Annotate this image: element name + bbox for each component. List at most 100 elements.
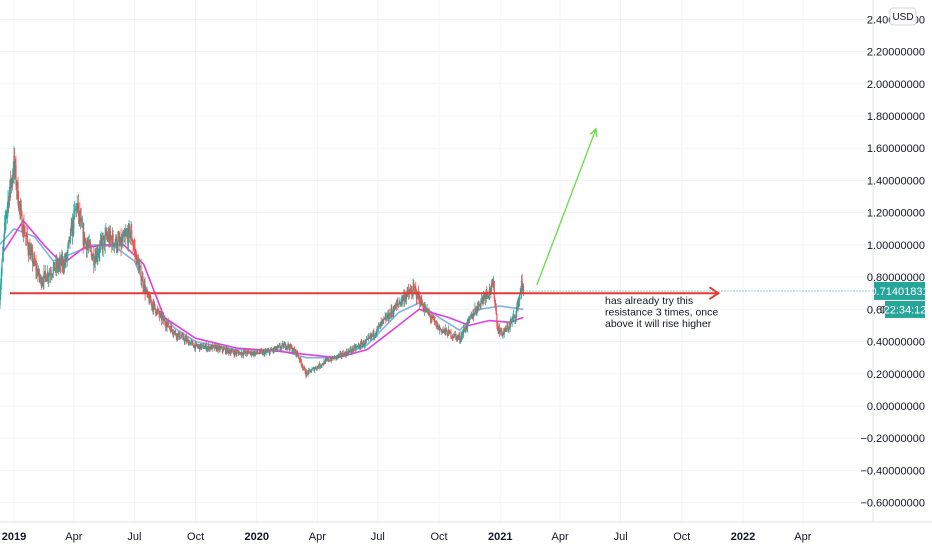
candle-body xyxy=(5,215,7,220)
candle-body xyxy=(343,355,345,357)
candle-body xyxy=(325,359,327,361)
candle-body xyxy=(398,303,400,305)
candle-body xyxy=(45,280,48,282)
candle-body xyxy=(431,318,433,320)
candle-body xyxy=(32,251,34,264)
candle-body xyxy=(214,345,216,349)
candle-body xyxy=(337,354,339,357)
candle-body xyxy=(14,164,16,170)
candle-body xyxy=(291,346,293,352)
candle-body xyxy=(81,220,83,227)
candle-body xyxy=(477,305,479,311)
target-arrow[interactable] xyxy=(536,128,597,286)
candle-body xyxy=(69,236,71,242)
time-axis[interactable]: 2019 Apr Jul Oct 2020 Apr Jul Oct 2021 Apr Jul Oct 2… xyxy=(2,531,812,543)
x-tick-label: Apr xyxy=(65,531,82,543)
candle-body xyxy=(420,298,422,306)
candle-body xyxy=(160,313,162,315)
candle-body xyxy=(347,351,350,355)
candle-body xyxy=(295,349,297,355)
candle-body xyxy=(298,356,300,359)
candle-body xyxy=(327,358,329,360)
candle-body xyxy=(220,347,223,348)
x-tick-label: 2022 xyxy=(731,531,755,543)
candle-body xyxy=(51,274,54,276)
candle-body xyxy=(373,335,376,337)
candle-body xyxy=(193,345,195,348)
candle-body xyxy=(496,314,498,326)
candle-body xyxy=(177,333,179,338)
candle-body xyxy=(233,352,235,355)
candle-body xyxy=(522,285,525,292)
x-tick-label: Jul xyxy=(127,531,141,543)
candle-body xyxy=(116,247,118,249)
candle-body xyxy=(159,313,161,317)
candle-body xyxy=(369,334,372,338)
annotation-note-line[interactable]: has already try this xyxy=(605,295,693,307)
candle-body xyxy=(180,336,182,339)
candle-body xyxy=(285,348,287,349)
candle-body xyxy=(433,317,435,320)
candle-body xyxy=(187,339,189,345)
candle-body xyxy=(73,210,75,229)
candle-body xyxy=(517,301,519,307)
candle-body xyxy=(296,351,298,355)
y-tick-label: 1.20000000 xyxy=(867,208,925,220)
candle-body xyxy=(231,349,233,351)
candle-body xyxy=(127,226,130,244)
candle-body xyxy=(222,350,224,352)
candle-body xyxy=(350,351,352,353)
annotation-note-line[interactable]: resistance 3 times, once xyxy=(605,307,718,319)
candle-body xyxy=(182,335,184,336)
candle-body xyxy=(348,350,350,352)
candle-body xyxy=(353,346,355,350)
candle-body xyxy=(178,332,180,334)
candle-body xyxy=(169,326,171,328)
candle-body xyxy=(113,243,116,247)
candle-body xyxy=(133,246,135,248)
candle-body xyxy=(59,259,61,263)
candle-body xyxy=(172,332,174,334)
candle-body xyxy=(443,329,445,330)
candle-body xyxy=(266,352,268,353)
candle-body xyxy=(393,310,395,314)
candle-body xyxy=(20,208,22,210)
candle-body xyxy=(356,346,358,347)
candle-body xyxy=(256,350,259,353)
candle-body xyxy=(302,365,304,369)
candle-body xyxy=(504,327,507,330)
candle-body xyxy=(26,234,28,236)
candle-body xyxy=(365,339,368,342)
candle-body xyxy=(292,348,294,351)
candle-body xyxy=(505,329,507,332)
candle-body xyxy=(85,239,87,243)
candle-body xyxy=(300,358,302,362)
annotation-note-line[interactable]: above it will rise higher xyxy=(605,318,712,330)
candle-body xyxy=(412,285,414,296)
candle-body xyxy=(467,320,469,328)
candle-body xyxy=(407,290,409,292)
candle-body xyxy=(369,337,371,338)
candle-body xyxy=(54,268,56,271)
candle-body xyxy=(368,336,370,338)
candle-body xyxy=(518,294,521,300)
candle-body xyxy=(227,348,229,351)
candle-body xyxy=(278,345,280,347)
candle-body xyxy=(230,350,233,353)
candle-body xyxy=(235,352,237,354)
candle-body xyxy=(181,335,183,338)
candle-body xyxy=(140,266,142,282)
candle-body xyxy=(240,351,242,355)
candle-body xyxy=(349,349,351,351)
currency-button[interactable]: USD xyxy=(889,7,917,26)
candle-body xyxy=(80,217,82,221)
candle-body xyxy=(374,335,376,337)
candle-body xyxy=(66,252,68,259)
candle-body xyxy=(220,347,222,349)
candle-body xyxy=(138,266,140,271)
candle-body xyxy=(257,352,259,354)
candle-body xyxy=(440,329,442,331)
